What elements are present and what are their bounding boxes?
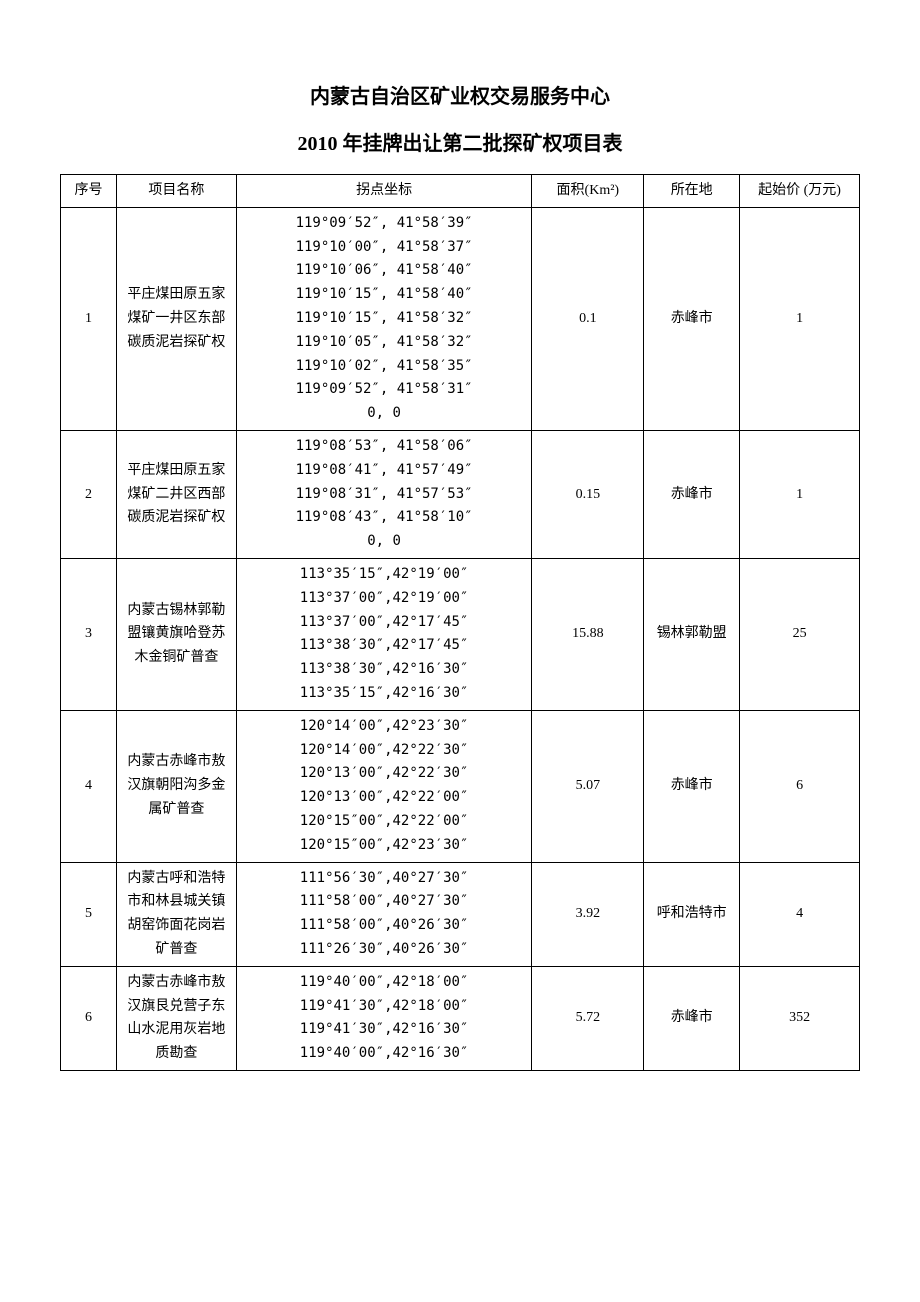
coord-line: 119°41′30″,42°18′00″ xyxy=(243,995,526,1019)
coord-line: 111°58′00″,40°27′30″ xyxy=(243,890,526,914)
coord-line: 119°41′30″,42°16′30″ xyxy=(243,1018,526,1042)
cell-seq: 1 xyxy=(61,207,117,430)
cell-area: 15.88 xyxy=(532,558,644,710)
coord-line: 120°14′00″,42°23′30″ xyxy=(243,715,526,739)
coord-line: 119°10′15″, 41°58′32″ xyxy=(243,307,526,331)
table-row: 1平庄煤田原五家煤矿一井区东部碳质泥岩探矿权119°09′52″, 41°58′… xyxy=(61,207,860,430)
cell-price: 25 xyxy=(740,558,860,710)
cell-loc: 赤峰市 xyxy=(644,207,740,430)
header-name: 项目名称 xyxy=(116,175,236,208)
cell-coords: 111°56′30″,40°27′30″111°58′00″,40°27′30″… xyxy=(236,862,532,966)
cell-loc: 呼和浩特市 xyxy=(644,862,740,966)
cell-name: 内蒙古赤峰市敖汉旗艮兑营子东山水泥用灰岩地质勘查 xyxy=(116,966,236,1070)
table-row: 3内蒙古锡林郭勒盟镶黄旗哈登苏木金铜矿普查113°35′15″,42°19′00… xyxy=(61,558,860,710)
header-area: 面积(Km²) xyxy=(532,175,644,208)
coord-line: 113°35′15″,42°19′00″ xyxy=(243,563,526,587)
cell-loc: 赤峰市 xyxy=(644,966,740,1070)
table-body: 1平庄煤田原五家煤矿一井区东部碳质泥岩探矿权119°09′52″, 41°58′… xyxy=(61,207,860,1070)
coord-line: 0, 0 xyxy=(243,402,526,426)
cell-seq: 6 xyxy=(61,966,117,1070)
cell-price: 352 xyxy=(740,966,860,1070)
coord-line: 120°13′00″,42°22′00″ xyxy=(243,786,526,810)
coord-line: 120°15″00″,42°23′30″ xyxy=(243,834,526,858)
coord-line: 119°40′00″,42°16′30″ xyxy=(243,1042,526,1066)
cell-price: 4 xyxy=(740,862,860,966)
cell-coords: 119°40′00″,42°18′00″119°41′30″,42°18′00″… xyxy=(236,966,532,1070)
cell-area: 3.92 xyxy=(532,862,644,966)
header-coord: 拐点坐标 xyxy=(236,175,532,208)
coord-line: 119°08′43″, 41°58′10″ xyxy=(243,506,526,530)
coord-line: 113°37′00″,42°19′00″ xyxy=(243,587,526,611)
coord-line: 113°38′30″,42°17′45″ xyxy=(243,634,526,658)
cell-area: 0.15 xyxy=(532,430,644,558)
header-loc: 所在地 xyxy=(644,175,740,208)
cell-name: 内蒙古赤峰市敖汉旗朝阳沟多金属矿普查 xyxy=(116,710,236,862)
coord-line: 119°08′41″, 41°57′49″ xyxy=(243,459,526,483)
cell-price: 6 xyxy=(740,710,860,862)
cell-coords: 119°09′52″, 41°58′39″119°10′00″, 41°58′3… xyxy=(236,207,532,430)
coord-line: 0, 0 xyxy=(243,530,526,554)
coord-line: 119°10′02″, 41°58′35″ xyxy=(243,355,526,379)
cell-coords: 113°35′15″,42°19′00″113°37′00″,42°19′00″… xyxy=(236,558,532,710)
coord-line: 111°58′00″,40°26′30″ xyxy=(243,914,526,938)
table-row: 2平庄煤田原五家煤矿二井区西部碳质泥岩探矿权119°08′53″, 41°58′… xyxy=(61,430,860,558)
cell-seq: 5 xyxy=(61,862,117,966)
projects-table: 序号 项目名称 拐点坐标 面积(Km²) 所在地 起始价 (万元) 1平庄煤田原… xyxy=(60,174,860,1071)
coord-line: 119°40′00″,42°18′00″ xyxy=(243,971,526,995)
cell-price: 1 xyxy=(740,207,860,430)
coord-line: 111°26′30″,40°26′30″ xyxy=(243,938,526,962)
coord-line: 119°10′00″, 41°58′37″ xyxy=(243,236,526,260)
cell-name: 平庄煤田原五家煤矿二井区西部碳质泥岩探矿权 xyxy=(116,430,236,558)
cell-seq: 3 xyxy=(61,558,117,710)
cell-area: 0.1 xyxy=(532,207,644,430)
page-title-1: 内蒙古自治区矿业权交易服务中心 xyxy=(60,80,860,109)
coord-line: 119°09′52″, 41°58′31″ xyxy=(243,378,526,402)
coord-line: 119°10′15″, 41°58′40″ xyxy=(243,283,526,307)
cell-area: 5.07 xyxy=(532,710,644,862)
cell-seq: 4 xyxy=(61,710,117,862)
header-seq: 序号 xyxy=(61,175,117,208)
coord-line: 119°10′06″, 41°58′40″ xyxy=(243,259,526,283)
coord-line: 119°10′05″, 41°58′32″ xyxy=(243,331,526,355)
cell-area: 5.72 xyxy=(532,966,644,1070)
coord-line: 120°13′00″,42°22′30″ xyxy=(243,762,526,786)
coord-line: 111°56′30″,40°27′30″ xyxy=(243,867,526,891)
cell-loc: 赤峰市 xyxy=(644,430,740,558)
coord-line: 120°14′00″,42°22′30″ xyxy=(243,739,526,763)
header-price: 起始价 (万元) xyxy=(740,175,860,208)
cell-coords: 120°14′00″,42°23′30″120°14′00″,42°22′30″… xyxy=(236,710,532,862)
cell-seq: 2 xyxy=(61,430,117,558)
cell-coords: 119°08′53″, 41°58′06″119°08′41″, 41°57′4… xyxy=(236,430,532,558)
coord-line: 119°08′53″, 41°58′06″ xyxy=(243,435,526,459)
coord-line: 119°08′31″, 41°57′53″ xyxy=(243,483,526,507)
coord-line: 119°09′52″, 41°58′39″ xyxy=(243,212,526,236)
table-row: 5内蒙古呼和浩特市和林县城关镇胡窑饰面花岗岩矿普查111°56′30″,40°2… xyxy=(61,862,860,966)
cell-loc: 赤峰市 xyxy=(644,710,740,862)
table-row: 6内蒙古赤峰市敖汉旗艮兑营子东山水泥用灰岩地质勘查119°40′00″,42°1… xyxy=(61,966,860,1070)
coord-line: 113°35′15″,42°16′30″ xyxy=(243,682,526,706)
table-row: 4内蒙古赤峰市敖汉旗朝阳沟多金属矿普查120°14′00″,42°23′30″1… xyxy=(61,710,860,862)
cell-name: 平庄煤田原五家煤矿一井区东部碳质泥岩探矿权 xyxy=(116,207,236,430)
table-header-row: 序号 项目名称 拐点坐标 面积(Km²) 所在地 起始价 (万元) xyxy=(61,175,860,208)
cell-price: 1 xyxy=(740,430,860,558)
coord-line: 113°38′30″,42°16′30″ xyxy=(243,658,526,682)
cell-name: 内蒙古锡林郭勒盟镶黄旗哈登苏木金铜矿普查 xyxy=(116,558,236,710)
coord-line: 113°37′00″,42°17′45″ xyxy=(243,611,526,635)
cell-name: 内蒙古呼和浩特市和林县城关镇胡窑饰面花岗岩矿普查 xyxy=(116,862,236,966)
page-title-2: 2010 年挂牌出让第二批探矿权项目表 xyxy=(60,127,860,156)
cell-loc: 锡林郭勒盟 xyxy=(644,558,740,710)
coord-line: 120°15″00″,42°22′00″ xyxy=(243,810,526,834)
